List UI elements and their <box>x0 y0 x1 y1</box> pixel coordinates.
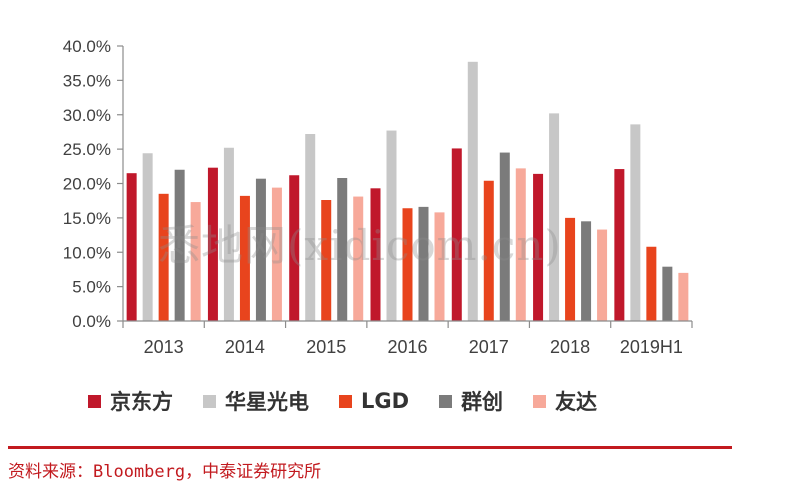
bar <box>255 178 266 321</box>
bar <box>614 169 625 321</box>
x-tick-label: 2015 <box>306 337 346 357</box>
bar <box>337 178 348 321</box>
bar <box>174 169 185 321</box>
bar <box>158 193 169 321</box>
bar <box>499 152 510 321</box>
bar-series-group <box>126 61 689 321</box>
bar <box>646 246 657 321</box>
bar <box>305 134 316 321</box>
y-tick-label: 25.0% <box>63 140 111 159</box>
bar <box>353 196 364 321</box>
y-tick-label: 5.0% <box>72 278 111 297</box>
bar <box>289 175 300 321</box>
legend-label: LGD <box>361 389 410 413</box>
y-tick-label: 0.0% <box>72 312 111 331</box>
bar <box>630 124 641 321</box>
bar <box>483 180 494 321</box>
bar <box>662 266 673 321</box>
bar <box>678 272 689 321</box>
y-tick-label: 20.0% <box>63 175 111 194</box>
bar <box>418 206 429 321</box>
watermark: 悉地网(xidicom.cn) <box>158 221 562 270</box>
legend-label: 京东方 <box>110 390 173 414</box>
bar <box>434 212 445 321</box>
x-tick-label: 2013 <box>144 337 184 357</box>
legend-label: 华星光电 <box>225 390 309 414</box>
bar <box>207 167 218 321</box>
source-note: 资料来源：Bloomberg，中泰证券研究所 <box>8 462 322 482</box>
bar <box>386 130 397 321</box>
x-tick-label: 2014 <box>225 337 265 357</box>
y-tick-label: 15.0% <box>63 209 111 228</box>
y-tick-label: 30.0% <box>63 106 111 125</box>
legend-swatch <box>533 394 547 408</box>
x-tick-label: 2018 <box>550 337 590 357</box>
bar <box>239 195 250 321</box>
x-tick-label: 2017 <box>469 337 509 357</box>
x-axis: 2013 2014 2015 2016 2017 2018 2019H1 <box>122 320 693 357</box>
legend-item-lgd: LGD <box>339 389 409 413</box>
legend-swatch <box>203 394 216 408</box>
legend-label: 友达 <box>555 390 598 414</box>
y-tick-label: 40.0% <box>63 37 111 56</box>
legend-item-csot: 华星光电 <box>203 386 309 416</box>
y-tick-label: 35.0% <box>63 71 111 90</box>
bar <box>402 208 413 321</box>
bar-chart: 0.0% 5.0% 10.0% 15.0% 20.0% 25.0% 30.0% 35.0% 40… <box>63 37 693 357</box>
bar <box>370 188 381 321</box>
y-tick-label: 10.0% <box>63 243 111 262</box>
bar <box>467 61 478 321</box>
bar <box>533 173 544 321</box>
bar <box>190 202 201 321</box>
bar <box>515 168 526 321</box>
x-tick-label: 2019H1 <box>620 337 683 357</box>
source-divider <box>8 446 732 449</box>
legend-swatch <box>88 394 101 408</box>
legend: 京东方 华星光电 LGD 群创 友达 <box>88 384 627 418</box>
bar <box>321 200 332 321</box>
bar <box>142 153 153 321</box>
legend-swatch <box>439 394 453 408</box>
bar <box>597 229 608 321</box>
bar <box>549 113 560 321</box>
legend-item-boe: 京东方 <box>88 386 173 416</box>
legend-item-auo: 友达 <box>533 386 597 416</box>
bar <box>223 147 234 321</box>
bar <box>271 187 282 321</box>
x-tick-label: 2016 <box>387 337 427 357</box>
legend-swatch <box>339 394 352 408</box>
bar <box>451 148 462 321</box>
bar <box>565 217 576 321</box>
bar <box>126 173 137 321</box>
legend-item-innolux: 群创 <box>439 386 503 416</box>
legend-label: 群创 <box>461 390 504 414</box>
bar <box>581 221 592 321</box>
y-axis: 0.0% 5.0% 10.0% 15.0% 20.0% 25.0% 30.0% 35.0% 40… <box>63 37 124 331</box>
